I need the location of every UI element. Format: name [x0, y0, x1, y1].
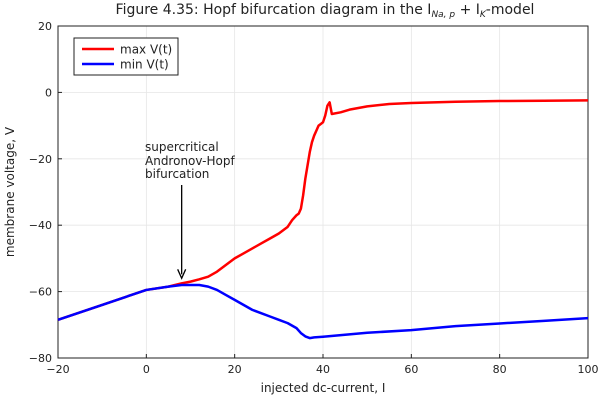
y-tick-label: 20	[38, 20, 52, 33]
bifurcation-annotation: supercritical Andronov-Hopf bifurcation	[145, 140, 235, 280]
y-tick-label: −80	[29, 352, 52, 365]
legend-label-max: max V(t)	[120, 43, 172, 57]
legend-box	[73, 37, 179, 76]
x-tick-label: 80	[493, 363, 507, 376]
y-axis-label: membrane voltage, V	[3, 126, 17, 257]
annotation-arrow-head	[177, 269, 187, 280]
annotation-line-3: bifurcation	[145, 167, 209, 181]
y-tick-label: −20	[29, 153, 52, 166]
series-line-min	[57, 283, 589, 340]
x-tick-label: 20	[228, 363, 242, 376]
x-tick-label: −20	[46, 363, 69, 376]
x-axis-label: injected dc-current, I	[261, 381, 386, 395]
series-lines	[57, 99, 589, 340]
series-line-max	[57, 99, 589, 322]
x-tick-label: 100	[578, 363, 599, 376]
y-tick-label: 0	[45, 86, 52, 99]
x-tick-label: 0	[143, 363, 150, 376]
chart-title: Figure 4.35: Hopf bifurcation diagram in…	[116, 2, 535, 20]
annotation-line-2: Andronov-Hopf	[145, 154, 235, 168]
y-tick-label: −60	[29, 286, 52, 299]
x-tick-label: 60	[404, 363, 418, 376]
legend: max V(t) min V(t)	[73, 37, 179, 76]
y-tick-label: −40	[29, 219, 52, 232]
x-tick-label: 40	[316, 363, 330, 376]
axis-ticks: −20 0 20 40 60 80 100 −80 −60 −40 −20 0 20	[29, 20, 599, 376]
annotation-line-1: supercritical	[145, 140, 219, 154]
legend-label-min: min V(t)	[120, 58, 169, 72]
